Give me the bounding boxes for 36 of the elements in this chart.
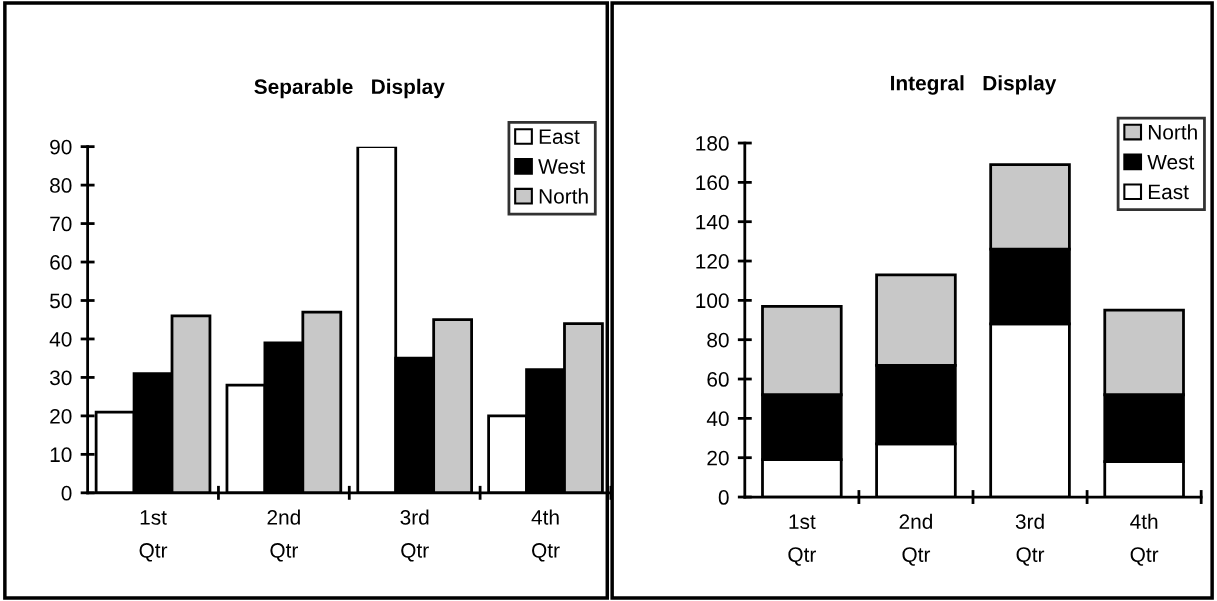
y-tick-label: 60	[707, 372, 729, 387]
chart-title: Separable Display	[254, 78, 445, 99]
y-tick-label: 20	[707, 450, 729, 466]
legend-label: North	[539, 188, 588, 204]
y-tick-label: 10	[50, 447, 72, 463]
y-tick-label: 120	[696, 254, 729, 269]
y-tick-label: 80	[50, 178, 72, 193]
y-tick-label: 40	[706, 411, 729, 427]
x-tick-label: 3rd Qtr	[1015, 513, 1045, 566]
x-tick-label: 4th Qtr	[1130, 513, 1159, 566]
legend-label: West	[538, 159, 586, 174]
y-tick-label: 0	[61, 485, 72, 501]
y-tick-label: 30	[49, 370, 72, 386]
x-tick-label: 4th Qtr	[531, 509, 560, 562]
y-tick-label: 140	[696, 214, 729, 230]
legend-label: North	[1148, 124, 1197, 140]
y-tick-label: 20	[50, 408, 72, 424]
x-tick-label: 2nd Qtr	[899, 513, 932, 566]
x-tick-label: 3rd Qtr	[400, 509, 429, 562]
y-tick-label: 180	[696, 136, 729, 151]
y-tick-label: 50	[50, 293, 72, 309]
y-tick-label: 100	[696, 293, 729, 309]
x-tick-label: 1st Qtr	[788, 514, 816, 566]
chart-title: Integral Display	[891, 75, 1057, 95]
y-tick-label: 80	[707, 332, 729, 348]
y-tick-label: 60	[50, 255, 72, 270]
legend-label: West	[1147, 154, 1195, 170]
legend-label: East	[539, 129, 580, 144]
x-tick-label: 1st Qtr	[139, 510, 168, 562]
y-tick-label: 70	[50, 216, 72, 232]
y-tick-label: 0	[718, 490, 729, 505]
y-tick-label: 160	[696, 175, 729, 191]
y-tick-label: 90	[50, 139, 72, 155]
x-tick-label: 2nd Qtr	[267, 509, 300, 562]
legend-label: East	[1148, 184, 1189, 200]
y-tick-label: 40	[49, 331, 72, 347]
